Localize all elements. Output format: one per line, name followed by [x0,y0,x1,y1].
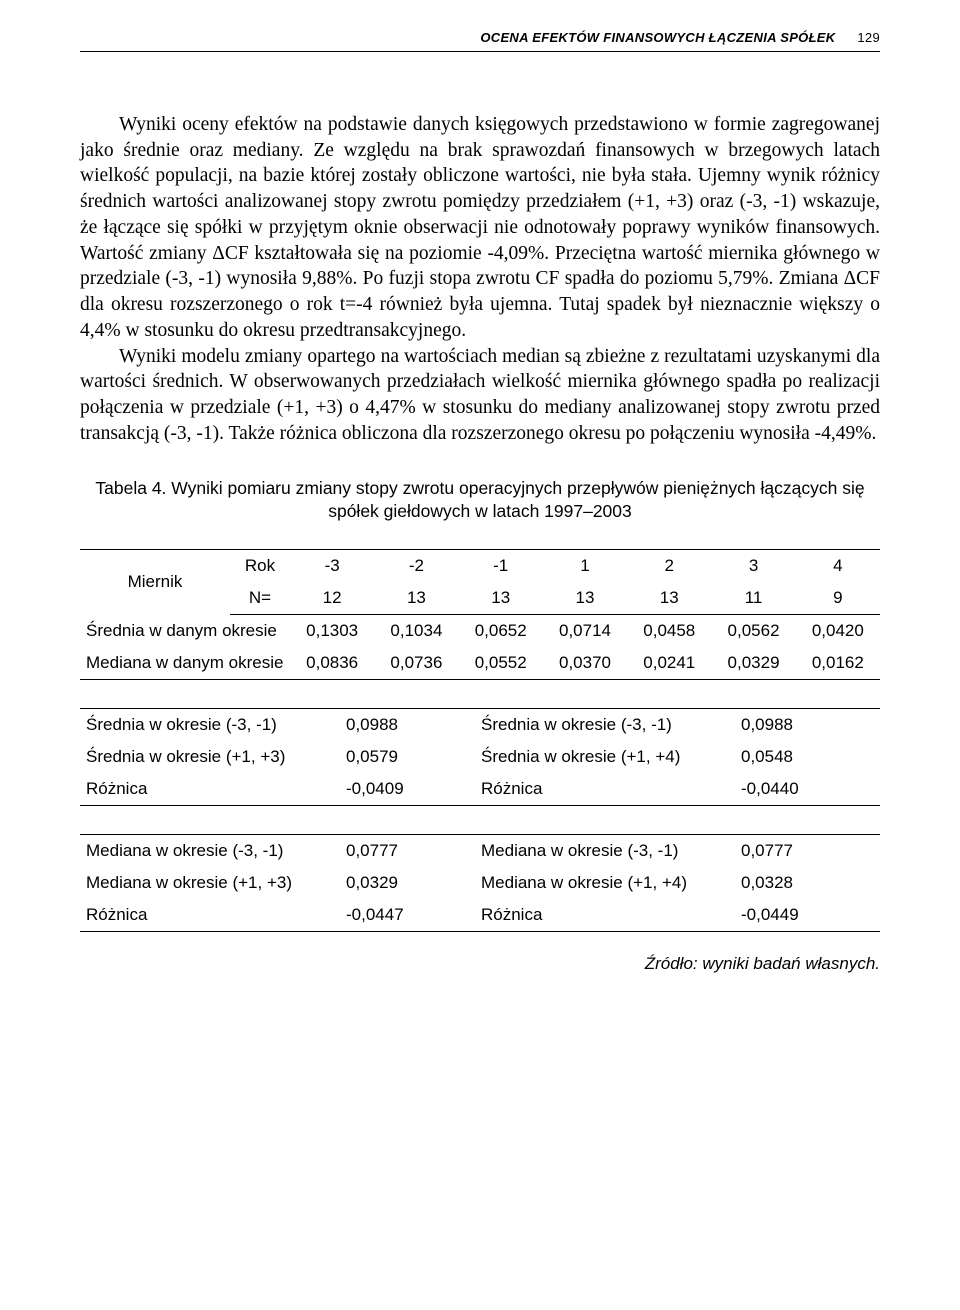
ba-r3-v2: -0,0440 [735,773,880,806]
bb-r1-l: Mediana w okresie (-3, -1) [80,834,340,867]
srednia-row-label: Średnia w danym okresie [80,614,290,647]
year-3: 1 [543,549,627,582]
mediana-row-label: Mediana w danym okresie [80,647,290,680]
table4-data: Miernik Rok -3 -2 -1 1 2 3 4 N= 12 13 13… [80,549,880,680]
mediana-1: 0,0736 [374,647,458,680]
bb-r1-v2: 0,0777 [735,834,880,867]
year-1: -2 [374,549,458,582]
ba-r3-l: Różnica [80,773,340,806]
bb-r2-v2: 0,0328 [735,867,880,899]
mediana-2: 0,0552 [459,647,543,680]
ba-r2-v2: 0,0548 [735,741,880,773]
mediana-4: 0,0241 [627,647,711,680]
miernik-label: Miernik [80,549,230,614]
mediana-0: 0,0836 [290,647,374,680]
srednia-4: 0,0458 [627,614,711,647]
ba-r1-v: 0,0988 [340,708,475,741]
year-2: -1 [459,549,543,582]
table4-caption: Tabela 4. Wyniki pomiaru zmiany stopy zw… [80,477,880,524]
body-text: Wyniki oceny efektów na podstawie danych… [80,112,880,447]
table4-block-b: Mediana w okresie (-3, -1) 0,0777 Median… [80,834,880,932]
year-5: 3 [711,549,795,582]
n-0: 12 [290,582,374,615]
n-6: 9 [796,582,880,615]
ba-r2-l: Średnia w okresie (+1, +3) [80,741,340,773]
srednia-3: 0,0714 [543,614,627,647]
ba-r3-v: -0,0409 [340,773,475,806]
n-3: 13 [543,582,627,615]
bb-r3-l2: Różnica [475,899,735,932]
year-4: 2 [627,549,711,582]
n-4: 13 [627,582,711,615]
bb-r1-v: 0,0777 [340,834,475,867]
mediana-3: 0,0370 [543,647,627,680]
bb-r3-v2: -0,0449 [735,899,880,932]
srednia-5: 0,0562 [711,614,795,647]
mediana-6: 0,0162 [796,647,880,680]
srednia-2: 0,0652 [459,614,543,647]
bb-r1-l2: Mediana w okresie (-3, -1) [475,834,735,867]
n-2: 13 [459,582,543,615]
n-5: 11 [711,582,795,615]
bb-r3-l: Różnica [80,899,340,932]
table4-source: Źródło: wyniki badań własnych. [80,954,880,974]
ba-r1-l2: Średnia w okresie (-3, -1) [475,708,735,741]
paragraph-2: Wyniki modelu zmiany opartego na wartośc… [80,344,880,447]
ba-r2-v: 0,0579 [340,741,475,773]
bb-r2-v: 0,0329 [340,867,475,899]
ba-r1-l: Średnia w okresie (-3, -1) [80,708,340,741]
srednia-6: 0,0420 [796,614,880,647]
ba-r3-l2: Różnica [475,773,735,806]
running-title: OCENA EFEKTÓW FINANSOWYCH ŁĄCZENIA SPÓŁE… [480,30,835,45]
mediana-5: 0,0329 [711,647,795,680]
paragraph-1: Wyniki oceny efektów na podstawie danych… [80,112,880,344]
ba-r1-v2: 0,0988 [735,708,880,741]
table4-block-a: Średnia w okresie (-3, -1) 0,0988 Średni… [80,708,880,806]
srednia-0: 0,1303 [290,614,374,647]
rok-label: Rok [230,549,290,582]
n-1: 13 [374,582,458,615]
bb-r2-l: Mediana w okresie (+1, +3) [80,867,340,899]
ba-r2-l2: Średnia w okresie (+1, +4) [475,741,735,773]
n-label: N= [230,582,290,615]
running-head: OCENA EFEKTÓW FINANSOWYCH ŁĄCZENIA SPÓŁE… [80,30,880,52]
bb-r2-l2: Mediana w okresie (+1, +4) [475,867,735,899]
year-0: -3 [290,549,374,582]
bb-r3-v: -0,0447 [340,899,475,932]
year-6: 4 [796,549,880,582]
page-number: 129 [857,30,880,45]
srednia-1: 0,1034 [374,614,458,647]
